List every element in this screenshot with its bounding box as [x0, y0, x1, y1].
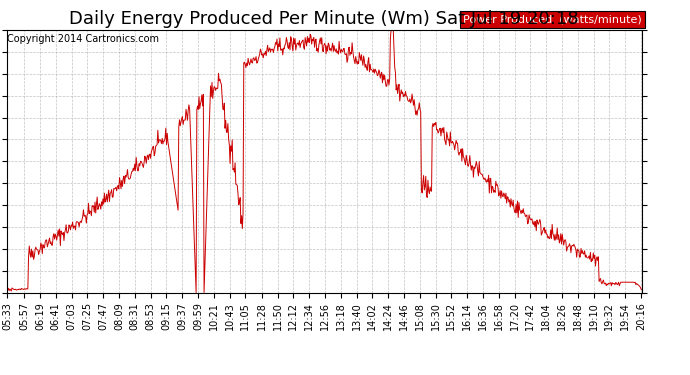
Text: Copyright 2014 Cartronics.com: Copyright 2014 Cartronics.com — [7, 34, 159, 44]
Title: Daily Energy Produced Per Minute (Wm) Sat Jul 19 20:18: Daily Energy Produced Per Minute (Wm) Sa… — [70, 10, 579, 28]
Text: Power Produced  (watts/minute): Power Produced (watts/minute) — [463, 15, 642, 25]
